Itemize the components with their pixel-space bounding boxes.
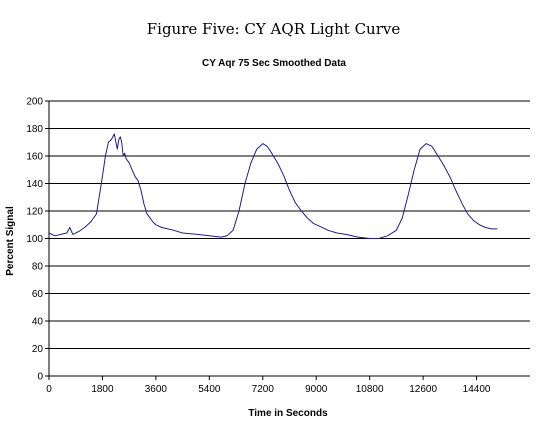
y-tick-label: 20 (32, 344, 44, 355)
x-tick-label: 12600 (409, 384, 437, 395)
x-tick-label: 1800 (91, 384, 114, 395)
x-tick-label: 10800 (356, 384, 384, 395)
x-tick-label: 14400 (463, 384, 491, 395)
y-tick-label: 60 (32, 289, 44, 300)
grid-lines (49, 100, 530, 349)
y-tick-label: 200 (26, 97, 43, 108)
x-tick-label: 9000 (305, 384, 328, 395)
y-tick-label: 180 (26, 124, 43, 135)
y-tick-label: 80 (32, 262, 44, 273)
x-tick-label: 7200 (252, 384, 275, 395)
tick-labels: 0 20 40 60 80 100 120 140 160 180 200 0 1800 3600 5400… (26, 97, 491, 396)
x-axis-label: Time in Seconds (248, 408, 328, 419)
series-line (48, 133, 498, 239)
y-axis-label: Percent Signal (5, 206, 16, 276)
figure-title: Figure Five: CY AQR Light Curve (146, 20, 401, 38)
series-layer (48, 133, 498, 239)
y-tick-label: 40 (32, 317, 44, 328)
y-tick-label: 100 (26, 234, 43, 245)
chart-title: CY Aqr 75 Sec Smoothed Data (202, 58, 346, 69)
x-tick-label: 0 (46, 384, 52, 395)
y-tick-label: 0 (37, 372, 43, 383)
y-tick-label: 160 (26, 152, 43, 163)
y-tick-label: 120 (26, 207, 43, 218)
y-tick-label: 140 (26, 179, 43, 190)
x-tick-label: 3600 (145, 384, 168, 395)
axes (45, 100, 530, 380)
x-tick-label: 5400 (198, 384, 221, 395)
